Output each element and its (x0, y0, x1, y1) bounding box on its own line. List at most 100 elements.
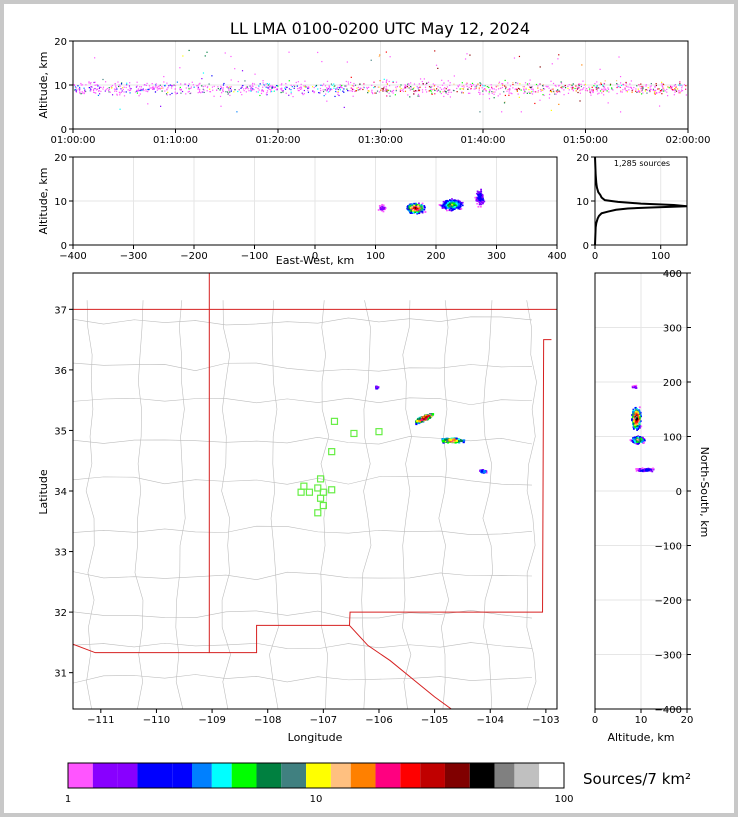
time-source-point (603, 82, 605, 85)
time-source-point (227, 87, 229, 89)
time-source-point (514, 88, 516, 90)
ns-ytick-label: 200 (663, 378, 682, 389)
time-source-point (80, 84, 82, 86)
time-source-point (267, 84, 269, 86)
ns-source-point (639, 440, 642, 442)
county-boundary (269, 300, 279, 709)
time-source-point (546, 86, 548, 88)
time-source-point (572, 87, 574, 89)
time-source-point (312, 90, 314, 92)
time-source-point (360, 87, 362, 89)
ns-source-point (637, 410, 639, 413)
time-source-point (350, 81, 352, 84)
ew-xtick-label: 0 (312, 251, 318, 262)
time-source-point (84, 91, 86, 93)
time-source-point (655, 92, 657, 95)
time-source-point (597, 93, 599, 95)
ns-source-point (637, 416, 640, 419)
time-source-point (386, 79, 388, 81)
ns-source-point (638, 468, 641, 471)
time-source-point (584, 89, 587, 91)
time-source-point (378, 91, 381, 93)
time-source-point (457, 86, 460, 88)
time-source-point (345, 85, 347, 87)
time-source-point (541, 89, 543, 91)
time-source-point (105, 81, 107, 83)
time-source-point (79, 91, 81, 93)
time-ytick-label: 10 (54, 81, 67, 92)
ns-source-point (647, 468, 650, 471)
time-source-point (581, 89, 583, 91)
ew-source-point (416, 212, 419, 214)
time-source-point (181, 90, 184, 93)
lma-station-marker (319, 501, 327, 510)
time-source-point (601, 92, 603, 94)
time-source-point (638, 91, 640, 93)
time-source-point (351, 85, 353, 87)
time-source-point (304, 85, 307, 87)
ew-sources (377, 188, 486, 215)
time-source-point (683, 84, 686, 86)
time-source-point (467, 92, 470, 94)
time-source-point (678, 84, 680, 86)
ew-source-point (454, 202, 457, 205)
time-source-point (352, 85, 354, 87)
time-source-point (483, 88, 486, 90)
time-source-point (305, 86, 307, 88)
time-source-point (211, 75, 213, 77)
time-source-point (559, 91, 561, 93)
ns-sources (629, 384, 655, 473)
time-source-point (208, 83, 210, 85)
time-source-point (594, 83, 596, 85)
time-source-point (426, 91, 428, 93)
time-source-point (418, 95, 421, 97)
time-source-point (661, 90, 663, 92)
ew-ytick-label: 20 (54, 153, 67, 164)
county-boundary (175, 300, 186, 709)
time-source-point (492, 91, 494, 93)
time-source-point (523, 92, 525, 94)
time-source-point (680, 84, 682, 86)
time-source-point (395, 90, 397, 92)
time-source-point (170, 87, 173, 89)
time-source-point (415, 90, 417, 92)
time-source-point (554, 84, 556, 86)
time-source-point (250, 90, 252, 92)
time-source-point (276, 89, 278, 91)
time-source-point (389, 95, 391, 97)
time-source-point (493, 93, 495, 95)
time-source-point (515, 82, 517, 84)
time-source-point (150, 87, 152, 89)
time-source-point (385, 88, 388, 90)
time-source-point (548, 97, 550, 99)
time-source-point (220, 105, 222, 107)
time-source-point (579, 92, 581, 94)
time-source-point (591, 90, 593, 92)
time-source-point (371, 91, 373, 93)
time-source-point (313, 91, 316, 93)
ns-source-point (631, 415, 634, 418)
time-source-point (118, 84, 120, 86)
time-source-point (198, 91, 201, 93)
time-source-point (567, 92, 570, 94)
time-source-point (548, 87, 550, 89)
time-source-point (135, 86, 138, 88)
time-source-point (179, 89, 181, 91)
time-source-point (508, 90, 510, 92)
time-source-point (319, 92, 321, 94)
ew-source-point (447, 202, 449, 204)
time-source-point (413, 90, 415, 92)
time-source-point (552, 90, 555, 92)
time-source-point (161, 87, 163, 89)
time-source-point (620, 91, 622, 93)
ew-xtick-label: 400 (547, 251, 566, 262)
ew-source-point (415, 211, 418, 214)
time-source-point (556, 91, 559, 94)
colorbar-cell (494, 763, 515, 788)
ns-source-point (636, 417, 638, 420)
time-source-point (81, 84, 84, 86)
time-source-point (188, 87, 190, 89)
time-source-point (434, 84, 436, 86)
ew-source-point (453, 201, 455, 204)
time-source-point (505, 88, 507, 90)
